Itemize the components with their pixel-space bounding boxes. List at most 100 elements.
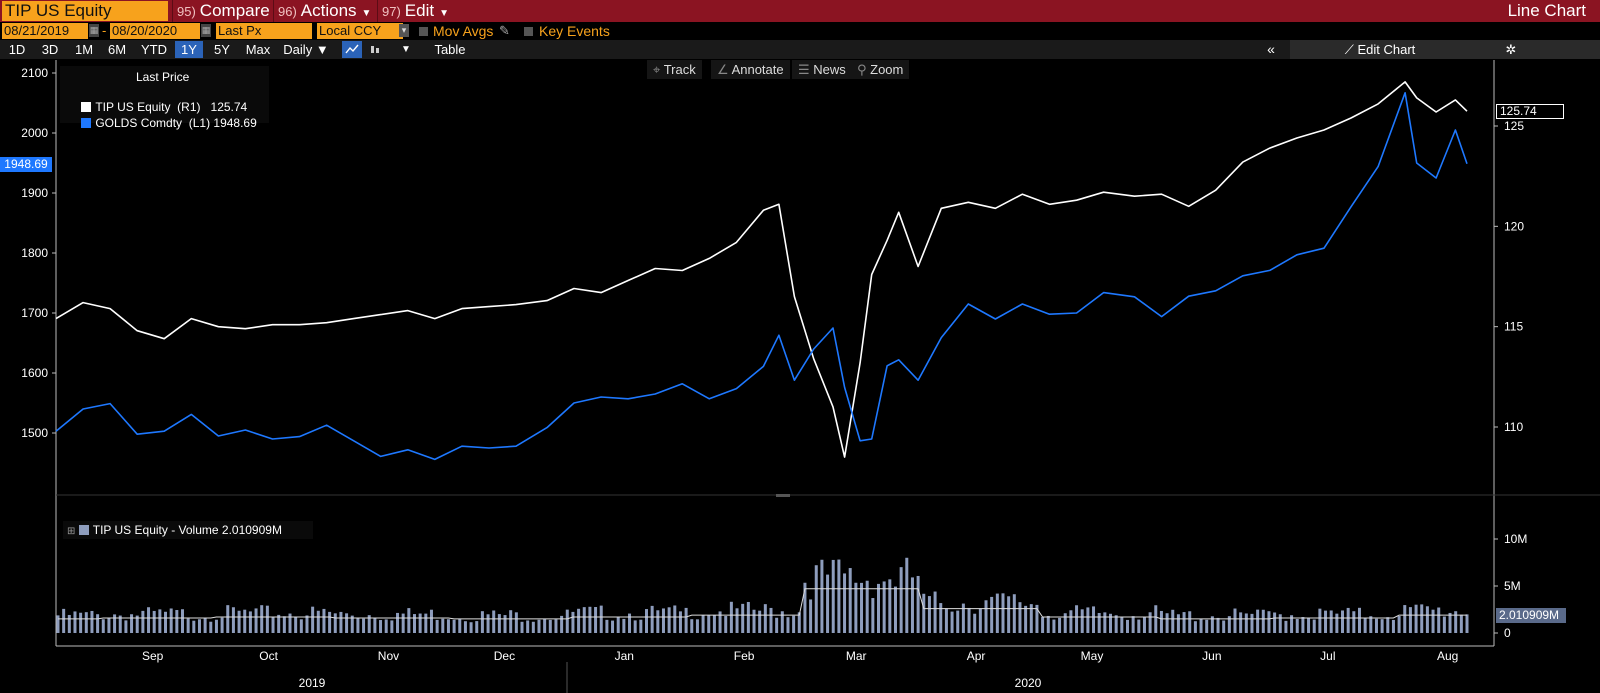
volume-bar <box>322 608 326 633</box>
line-chart-icon[interactable] <box>342 41 362 58</box>
mov-avgs-checkbox[interactable] <box>419 27 428 36</box>
month-label: Oct <box>259 649 278 663</box>
zoom-button[interactable]: ⚲ Zoom <box>851 60 910 79</box>
volume-bar <box>684 607 688 633</box>
volume-bar <box>1029 604 1033 633</box>
period-max[interactable]: Max <box>245 42 271 57</box>
volume-bar <box>984 600 988 633</box>
annotate-button[interactable]: ∠ Annotate <box>711 60 790 79</box>
track-button[interactable]: ⌖ Track <box>647 60 702 79</box>
actions-button[interactable]: 96) Actions ▼ <box>273 0 373 22</box>
volume-bar <box>101 619 105 633</box>
key-events-label: Key Events <box>539 23 610 39</box>
end-calendar-icon[interactable]: ▦ <box>201 24 211 37</box>
start-calendar-icon[interactable]: ▦ <box>89 24 99 37</box>
legend-row-tip[interactable]: TIP US Equity (R1) 125.74 <box>68 86 247 128</box>
start-date-field[interactable]: 08/21/2019 <box>2 23 88 39</box>
legend-row-gold[interactable]: GOLDS Comdty (L1) 1948.69 <box>68 102 257 144</box>
volume-bar <box>746 601 750 633</box>
month-label: Feb <box>734 649 755 663</box>
volume-bar <box>995 593 999 633</box>
pencil-icon[interactable]: ✎ <box>499 23 510 38</box>
volume-bar <box>79 612 83 633</box>
period-3d[interactable]: 3D <box>41 42 59 57</box>
volume-bar <box>84 612 88 633</box>
volume-expand-icon[interactable]: ⊞ <box>67 526 76 537</box>
volume-bar <box>1012 594 1016 633</box>
volume-bar <box>1465 614 1469 633</box>
collapse-icon[interactable]: « <box>1267 41 1275 57</box>
period-1y[interactable]: 1Y <box>175 41 203 58</box>
panel-resize-handle[interactable] <box>776 494 790 497</box>
edit-chart-button[interactable]: ⟋ Edit Chart <box>1330 41 1430 58</box>
volume-bar <box>1290 615 1294 633</box>
volume-bar <box>831 559 835 633</box>
currency-select[interactable]: Local CCY <box>317 23 403 39</box>
chart-type-dropdown-icon[interactable]: ▼ <box>401 44 411 55</box>
volume-bars <box>56 557 1469 633</box>
key-events-checkbox[interactable] <box>524 27 533 36</box>
volume-bar <box>214 619 218 633</box>
news-button[interactable]: ☰ News <box>792 60 852 79</box>
frequency-caret-icon: ▼ <box>315 42 329 57</box>
volume-bar <box>1261 609 1265 633</box>
currency-dropdown-icon[interactable]: ▾ <box>399 24 409 37</box>
volume-bar <box>758 610 762 633</box>
volume-bar <box>990 596 994 633</box>
period-ytd[interactable]: YTD <box>141 42 167 57</box>
volume-bar <box>1018 602 1022 633</box>
chart-kind-label[interactable]: Line Chart <box>1507 1 1586 20</box>
frequency-select[interactable]: Daily ▼ <box>281 41 331 58</box>
volume-bar <box>724 616 728 633</box>
volume-bar <box>639 619 643 633</box>
volume-bar <box>893 586 897 633</box>
right-tick-label: 120 <box>1504 219 1524 233</box>
left-tick-label: 1500 <box>21 426 48 440</box>
volume-bar <box>1001 593 1005 633</box>
candle-chart-icon[interactable] <box>366 41 384 58</box>
table-button[interactable]: Table <box>434 42 466 57</box>
left-tick-label: 1800 <box>21 246 48 260</box>
volume-bar <box>1454 611 1458 633</box>
volume-bar <box>1442 616 1446 633</box>
gold-price-line[interactable] <box>55 92 1468 461</box>
edit-button[interactable]: 97) Edit ▼ <box>377 0 457 22</box>
volume-bar <box>1414 604 1418 633</box>
volume-bar <box>809 599 813 633</box>
volume-bar <box>1120 617 1124 633</box>
gear-icon[interactable]: ✲ <box>1505 42 1517 57</box>
volume-bar <box>226 605 230 633</box>
track-icon: ⌖ <box>653 62 664 77</box>
volume-bar <box>254 608 258 633</box>
left-tick-label: 1900 <box>21 186 48 200</box>
end-date-field[interactable]: 08/20/2020 <box>110 23 200 39</box>
year-label: 2020 <box>1015 676 1042 690</box>
volume-legend[interactable]: ⊞ TIP US Equity - Volume 2.010909M <box>63 521 313 539</box>
volume-bar <box>412 614 416 633</box>
field-select[interactable]: Last Px <box>216 23 312 39</box>
compare-button[interactable]: 95) Compare <box>172 0 270 22</box>
volume-bar <box>1103 612 1107 633</box>
volume-bar <box>424 613 428 633</box>
period-1m[interactable]: 1M <box>74 42 94 57</box>
period-5y[interactable]: 5Y <box>214 42 230 57</box>
volume-bar <box>848 568 852 633</box>
volume-bar <box>384 619 388 633</box>
volume-bar <box>107 617 111 633</box>
volume-bar <box>526 620 530 633</box>
tip-price-line[interactable] <box>55 81 1468 458</box>
period-6m[interactable]: 6M <box>107 42 127 57</box>
volume-bar <box>1250 613 1254 633</box>
right-last-value-tag: 125.74 <box>1496 104 1564 119</box>
volume-bar <box>520 621 524 633</box>
volume-bar <box>718 611 722 633</box>
month-label: May <box>1081 649 1104 663</box>
period-1d[interactable]: 1D <box>8 42 26 57</box>
volume-bar <box>1307 618 1311 633</box>
volume-bar <box>961 603 965 633</box>
volume-bar <box>509 610 513 633</box>
volume-bar <box>446 619 450 633</box>
ticker-input[interactable]: TIP US Equity <box>2 1 168 21</box>
volume-bar <box>180 609 184 633</box>
